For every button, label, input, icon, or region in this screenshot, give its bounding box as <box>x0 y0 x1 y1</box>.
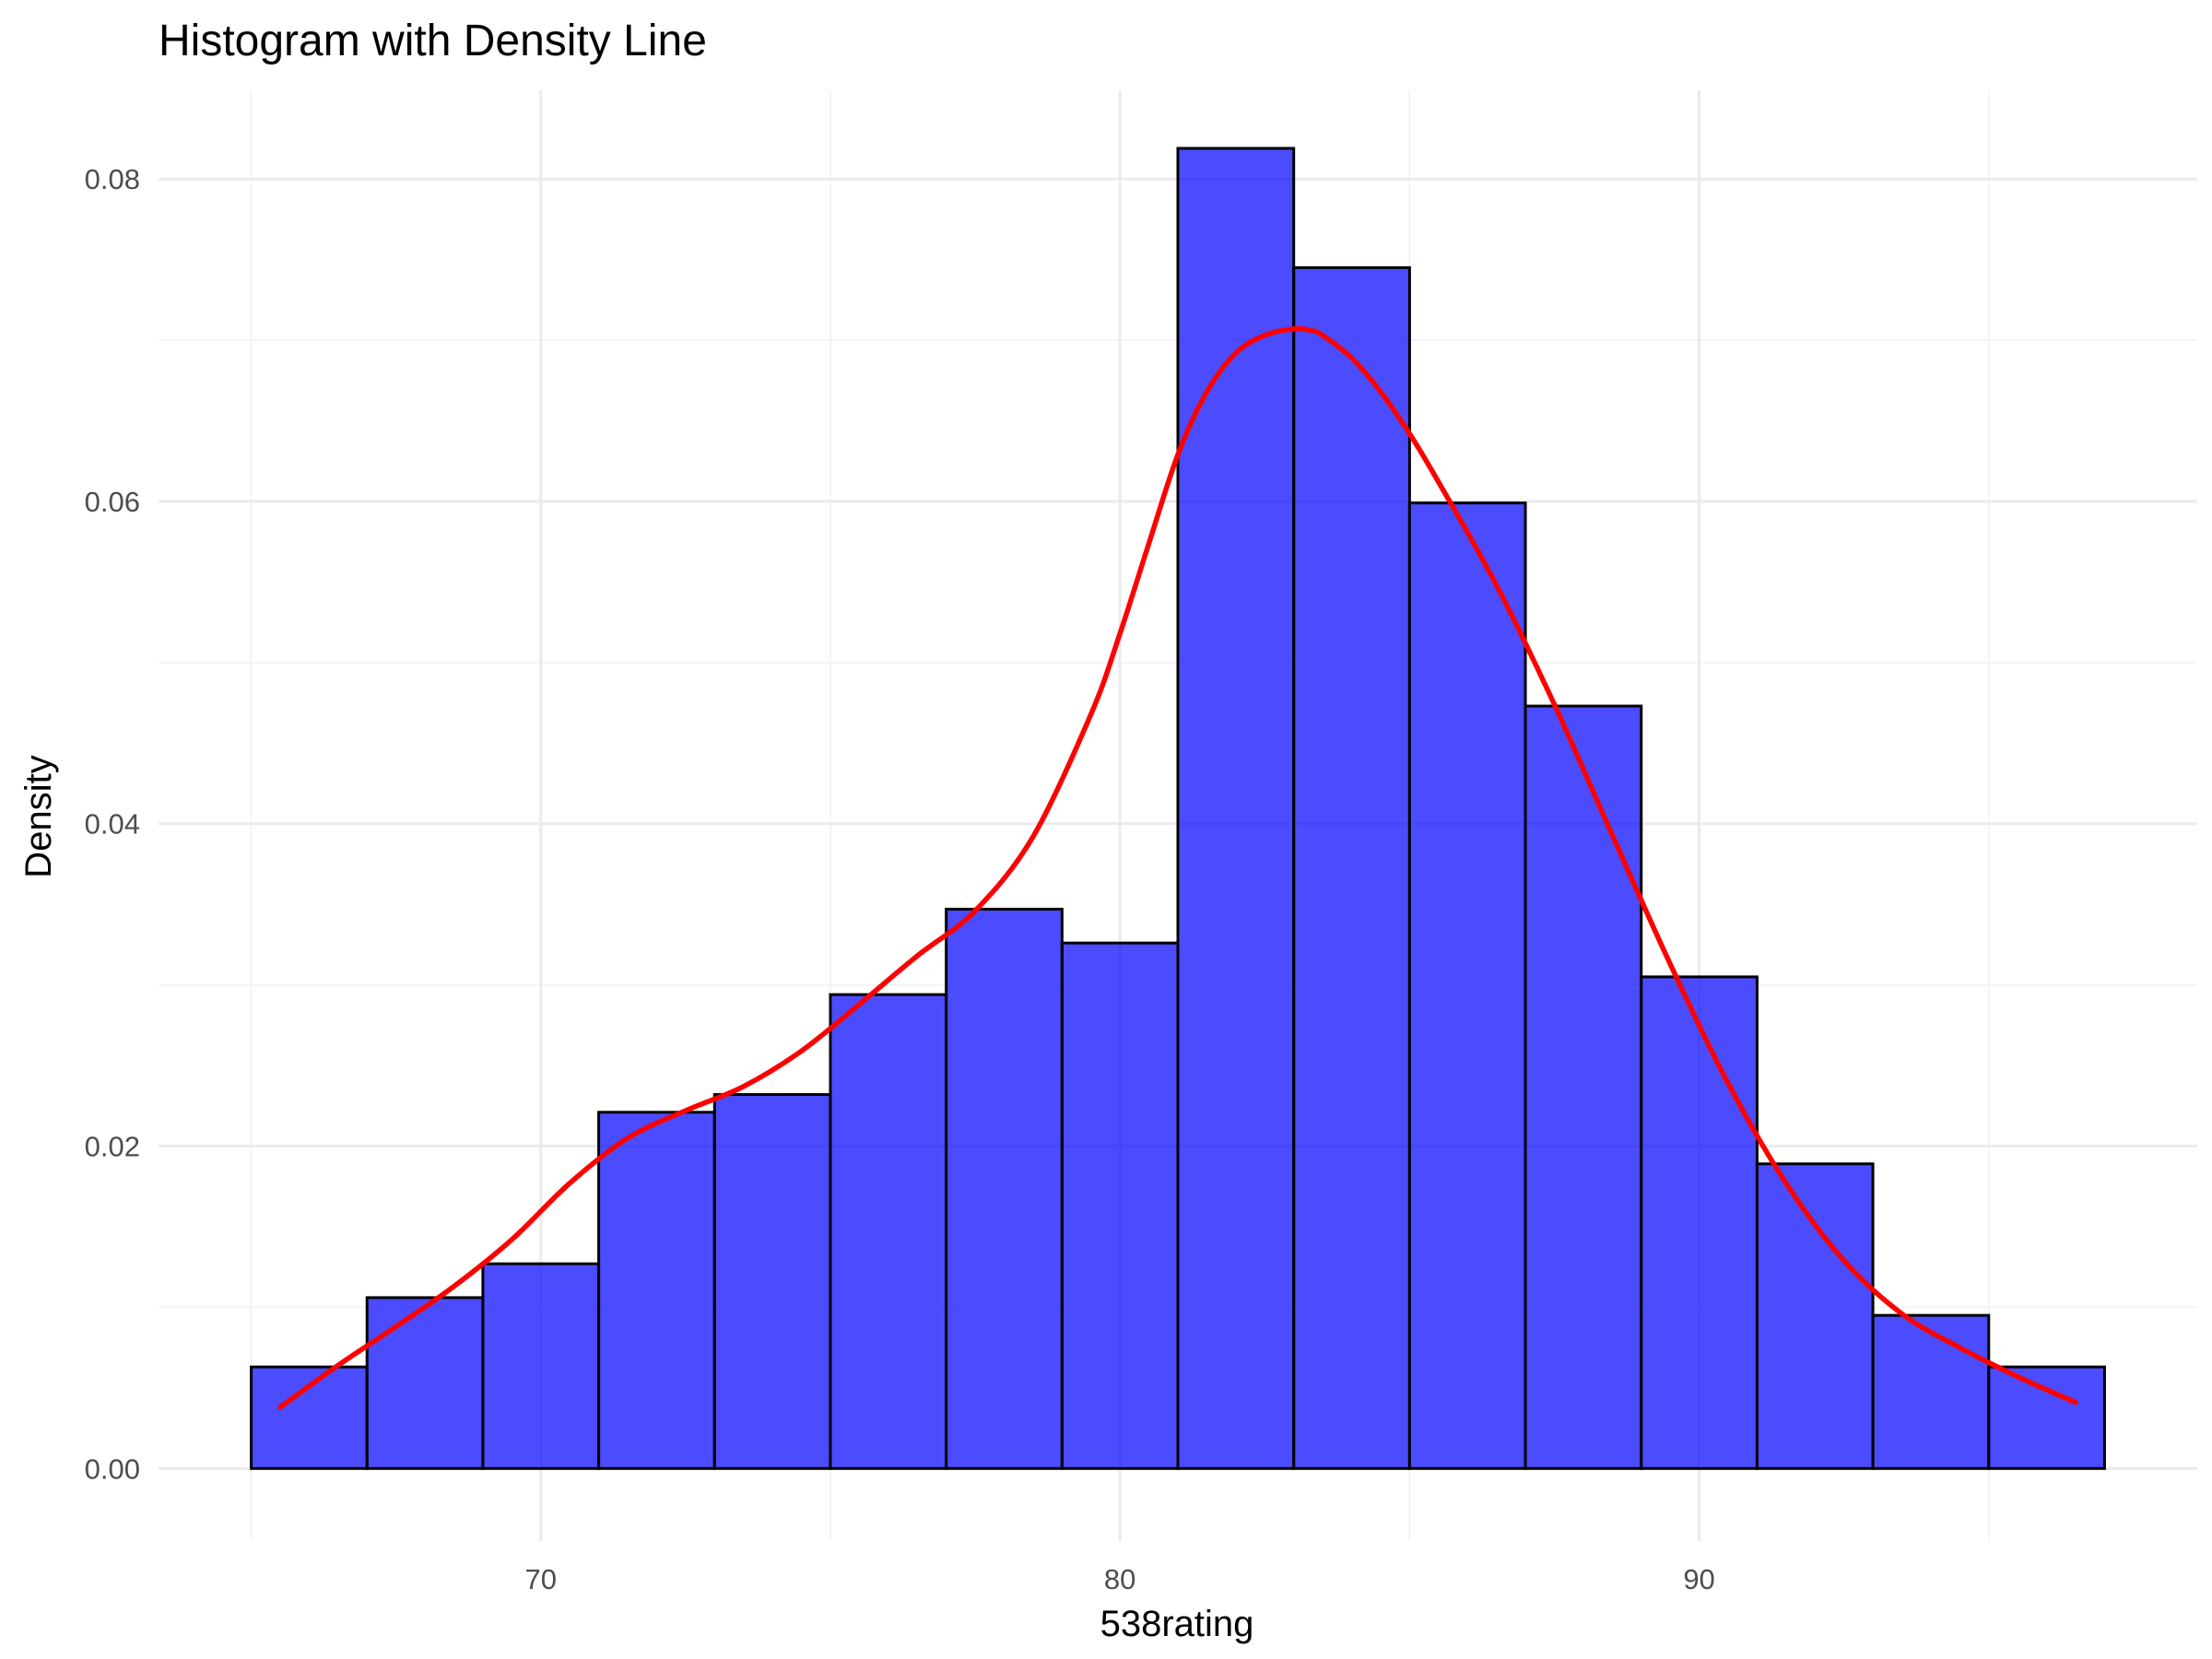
histogram-bar <box>481 1262 601 1470</box>
histogram-bar <box>945 907 1064 1470</box>
y-tick-label: 0.02 <box>85 1131 140 1163</box>
histogram-bar <box>1871 1313 1991 1470</box>
x-tick-label: 70 <box>525 1563 557 1595</box>
x-axis-title: 538rating <box>1100 1604 1254 1644</box>
y-tick-label: 0.04 <box>85 808 140 841</box>
histogram-bar <box>250 1365 369 1470</box>
y-tick-label: 0.08 <box>85 163 140 195</box>
histogram-bar <box>597 1111 716 1470</box>
x-tick-label: 90 <box>1683 1563 1714 1595</box>
histogram-bars <box>250 147 2106 1470</box>
x-tick-label: 80 <box>1104 1563 1135 1595</box>
density-line <box>277 325 2078 1410</box>
histogram-bar <box>1176 147 1296 1470</box>
histogram-bar <box>1292 265 1411 1470</box>
y-axis-tick-labels: 0.00 0.02 0.04 0.06 0.08 <box>85 163 140 1485</box>
histogram-bar <box>829 993 948 1470</box>
histogram-bar <box>712 1093 832 1470</box>
histogram-bar <box>1060 941 1180 1470</box>
y-tick-label: 0.00 <box>85 1453 140 1485</box>
y-axis-title: Density <box>18 755 59 877</box>
histogram-bar <box>1407 501 1527 1470</box>
histogram-bar <box>365 1296 485 1470</box>
histogram-bar <box>1640 975 1759 1470</box>
y-tick-label: 0.06 <box>85 486 140 518</box>
histogram-bar <box>1524 704 1643 1470</box>
chart-title: Histogram with Density Line <box>159 17 707 65</box>
x-axis-tick-labels: 70 80 90 <box>525 1563 1715 1595</box>
histogram-bar <box>1755 1162 1875 1470</box>
histogram-bar <box>1987 1365 2106 1470</box>
